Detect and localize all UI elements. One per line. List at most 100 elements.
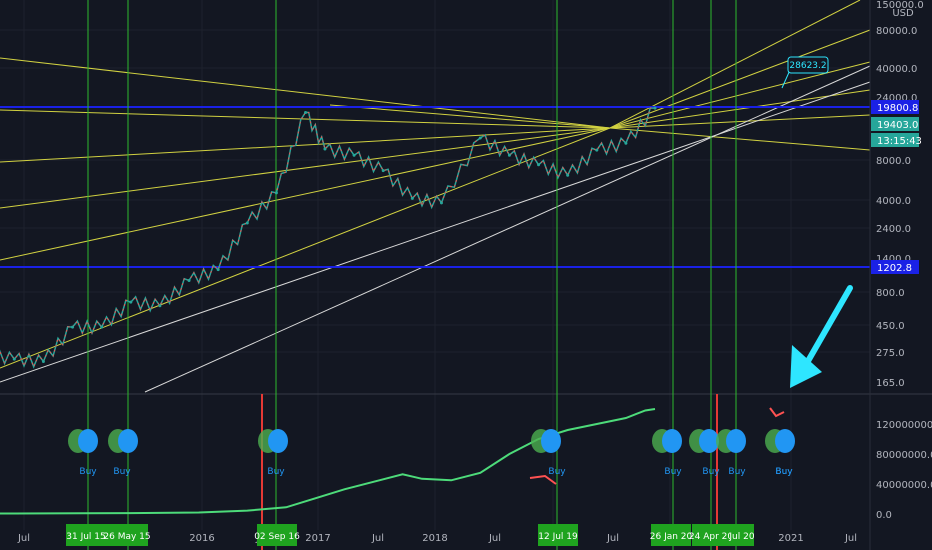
- date-marker-text: 31 Jul 15: [66, 532, 106, 542]
- signal-circle-blue[interactable]: [662, 429, 682, 453]
- buy-signal-label: Buy: [664, 467, 682, 477]
- price-point: [245, 221, 249, 225]
- price-axis[interactable]: 150000.0 80000.0 40000.0 24000.0 8000.0 4000.…: [876, 0, 932, 521]
- date-marker-text: 02 Sep 16: [254, 532, 300, 542]
- price-tick-label: 2400.0: [876, 224, 911, 235]
- buy-signal-label: Buy: [775, 467, 793, 477]
- price-tick-label: 24000.0: [876, 93, 917, 104]
- signal-circle-blue[interactable]: [726, 429, 746, 453]
- price-point: [216, 268, 220, 272]
- price-callout-text: 28623.2: [789, 61, 826, 71]
- price-point: [410, 196, 414, 200]
- date-marker-box[interactable]: [692, 524, 730, 546]
- signal-circle-blue[interactable]: [78, 429, 98, 453]
- grid: [0, 0, 870, 530]
- buy-signal-label: Buy: [702, 467, 720, 477]
- time-tick-label: 2021: [778, 533, 803, 544]
- price-point: [352, 153, 356, 157]
- signal-circle-blue[interactable]: [541, 429, 561, 453]
- date-marker-text: 26 Jan 20: [650, 532, 693, 542]
- date-marker-text: 12 Jul 19: [538, 532, 578, 542]
- signal-circle-blue[interactable]: [775, 429, 795, 453]
- price-point: [187, 278, 191, 282]
- buy-signal-label: Buy: [548, 467, 566, 477]
- price-point: [100, 325, 104, 329]
- price-point: [12, 357, 16, 361]
- price-tag-text: 19800.8: [877, 103, 918, 114]
- price-series: [0, 106, 657, 369]
- signal-circle-blue[interactable]: [268, 429, 288, 453]
- time-tick-label: Jul: [844, 533, 857, 544]
- price-point: [624, 141, 628, 145]
- date-marker-text: 26 May 15: [103, 532, 150, 542]
- price-tick-label: 8000.0: [876, 156, 911, 167]
- buy-signal-label: Buy: [267, 467, 285, 477]
- price-tick-label: 1400.0: [876, 254, 911, 265]
- indicator-series: [0, 407, 785, 515]
- price-tick-label: 150000.0: [876, 0, 924, 11]
- date-marker-box[interactable]: [106, 524, 148, 546]
- price-point: [507, 153, 511, 157]
- date-marker-box[interactable]: [257, 524, 297, 546]
- date-marker-box[interactable]: [651, 524, 691, 546]
- price-tick-label: 40000.0: [876, 64, 917, 75]
- date-marker-box[interactable]: [66, 524, 106, 546]
- time-tick-label: 2016: [189, 533, 214, 544]
- price-point: [274, 191, 278, 195]
- signal-circle-blue[interactable]: [118, 429, 138, 453]
- price-tick-label: 275.0: [876, 348, 905, 359]
- date-marker-text: Jul 20: [728, 532, 754, 542]
- indicator-tip: [769, 407, 785, 418]
- indicator-tick-label: 0.0: [876, 510, 892, 521]
- price-tick-label: 4000.0: [876, 196, 911, 207]
- currency-label: USD: [892, 8, 914, 19]
- price-tag-text: 13:15:43: [877, 136, 922, 147]
- price-callout[interactable]: [787, 56, 829, 74]
- signal-circle-blue[interactable]: [699, 429, 719, 453]
- price-tags: 19800.8 19403.0 13:15:43 1202.8: [871, 100, 922, 274]
- price-point: [653, 106, 657, 110]
- price-tick-label: 800.0: [876, 288, 905, 299]
- price-tag: [871, 117, 919, 131]
- price-tick-label: 80000.0: [876, 26, 917, 37]
- price-tag-text: 1202.8: [877, 263, 912, 274]
- time-tick-label: Jul: [371, 533, 384, 544]
- price-point: [537, 163, 541, 167]
- price-tick-label: 165.0: [876, 378, 905, 389]
- trend-lines: [0, 65, 871, 393]
- indicator-tick-label: 80000000.0: [876, 450, 932, 461]
- price-point: [381, 169, 385, 173]
- buy-signal-label: Buy: [728, 467, 746, 477]
- price-point: [566, 173, 570, 177]
- time-tick-label: Jul: [488, 533, 501, 544]
- time-tick-label: 2018: [422, 533, 447, 544]
- buy-signal-label: Buy: [79, 467, 97, 477]
- buy-signal-label: Buy: [113, 467, 131, 477]
- price-tag: [871, 100, 919, 114]
- price-point: [158, 304, 162, 308]
- time-tick-label: Jul: [606, 533, 619, 544]
- indicator-tick-label: 40000000.0: [876, 480, 932, 491]
- callout-pointer: [781, 69, 791, 89]
- price-point: [478, 136, 482, 140]
- indicator-line: [0, 408, 656, 515]
- date-marker-box[interactable]: [538, 524, 578, 546]
- date-marker-box[interactable]: [730, 524, 754, 546]
- arrow-annotation: [790, 285, 853, 388]
- time-tick-label: Jul: [17, 533, 30, 544]
- price-point: [41, 359, 45, 363]
- price-tag: [871, 133, 919, 147]
- price-point: [304, 110, 308, 114]
- time-tick-label: 2017: [305, 533, 330, 544]
- indicator-tick-label: 120000000.0: [876, 420, 932, 431]
- price-point: [439, 201, 443, 205]
- price-tag-text: 19403.0: [877, 120, 918, 131]
- price-point: [323, 147, 327, 151]
- price-point: [71, 325, 75, 329]
- price-tag: [871, 260, 919, 274]
- date-marker-text: 24 Apr 20: [689, 532, 733, 542]
